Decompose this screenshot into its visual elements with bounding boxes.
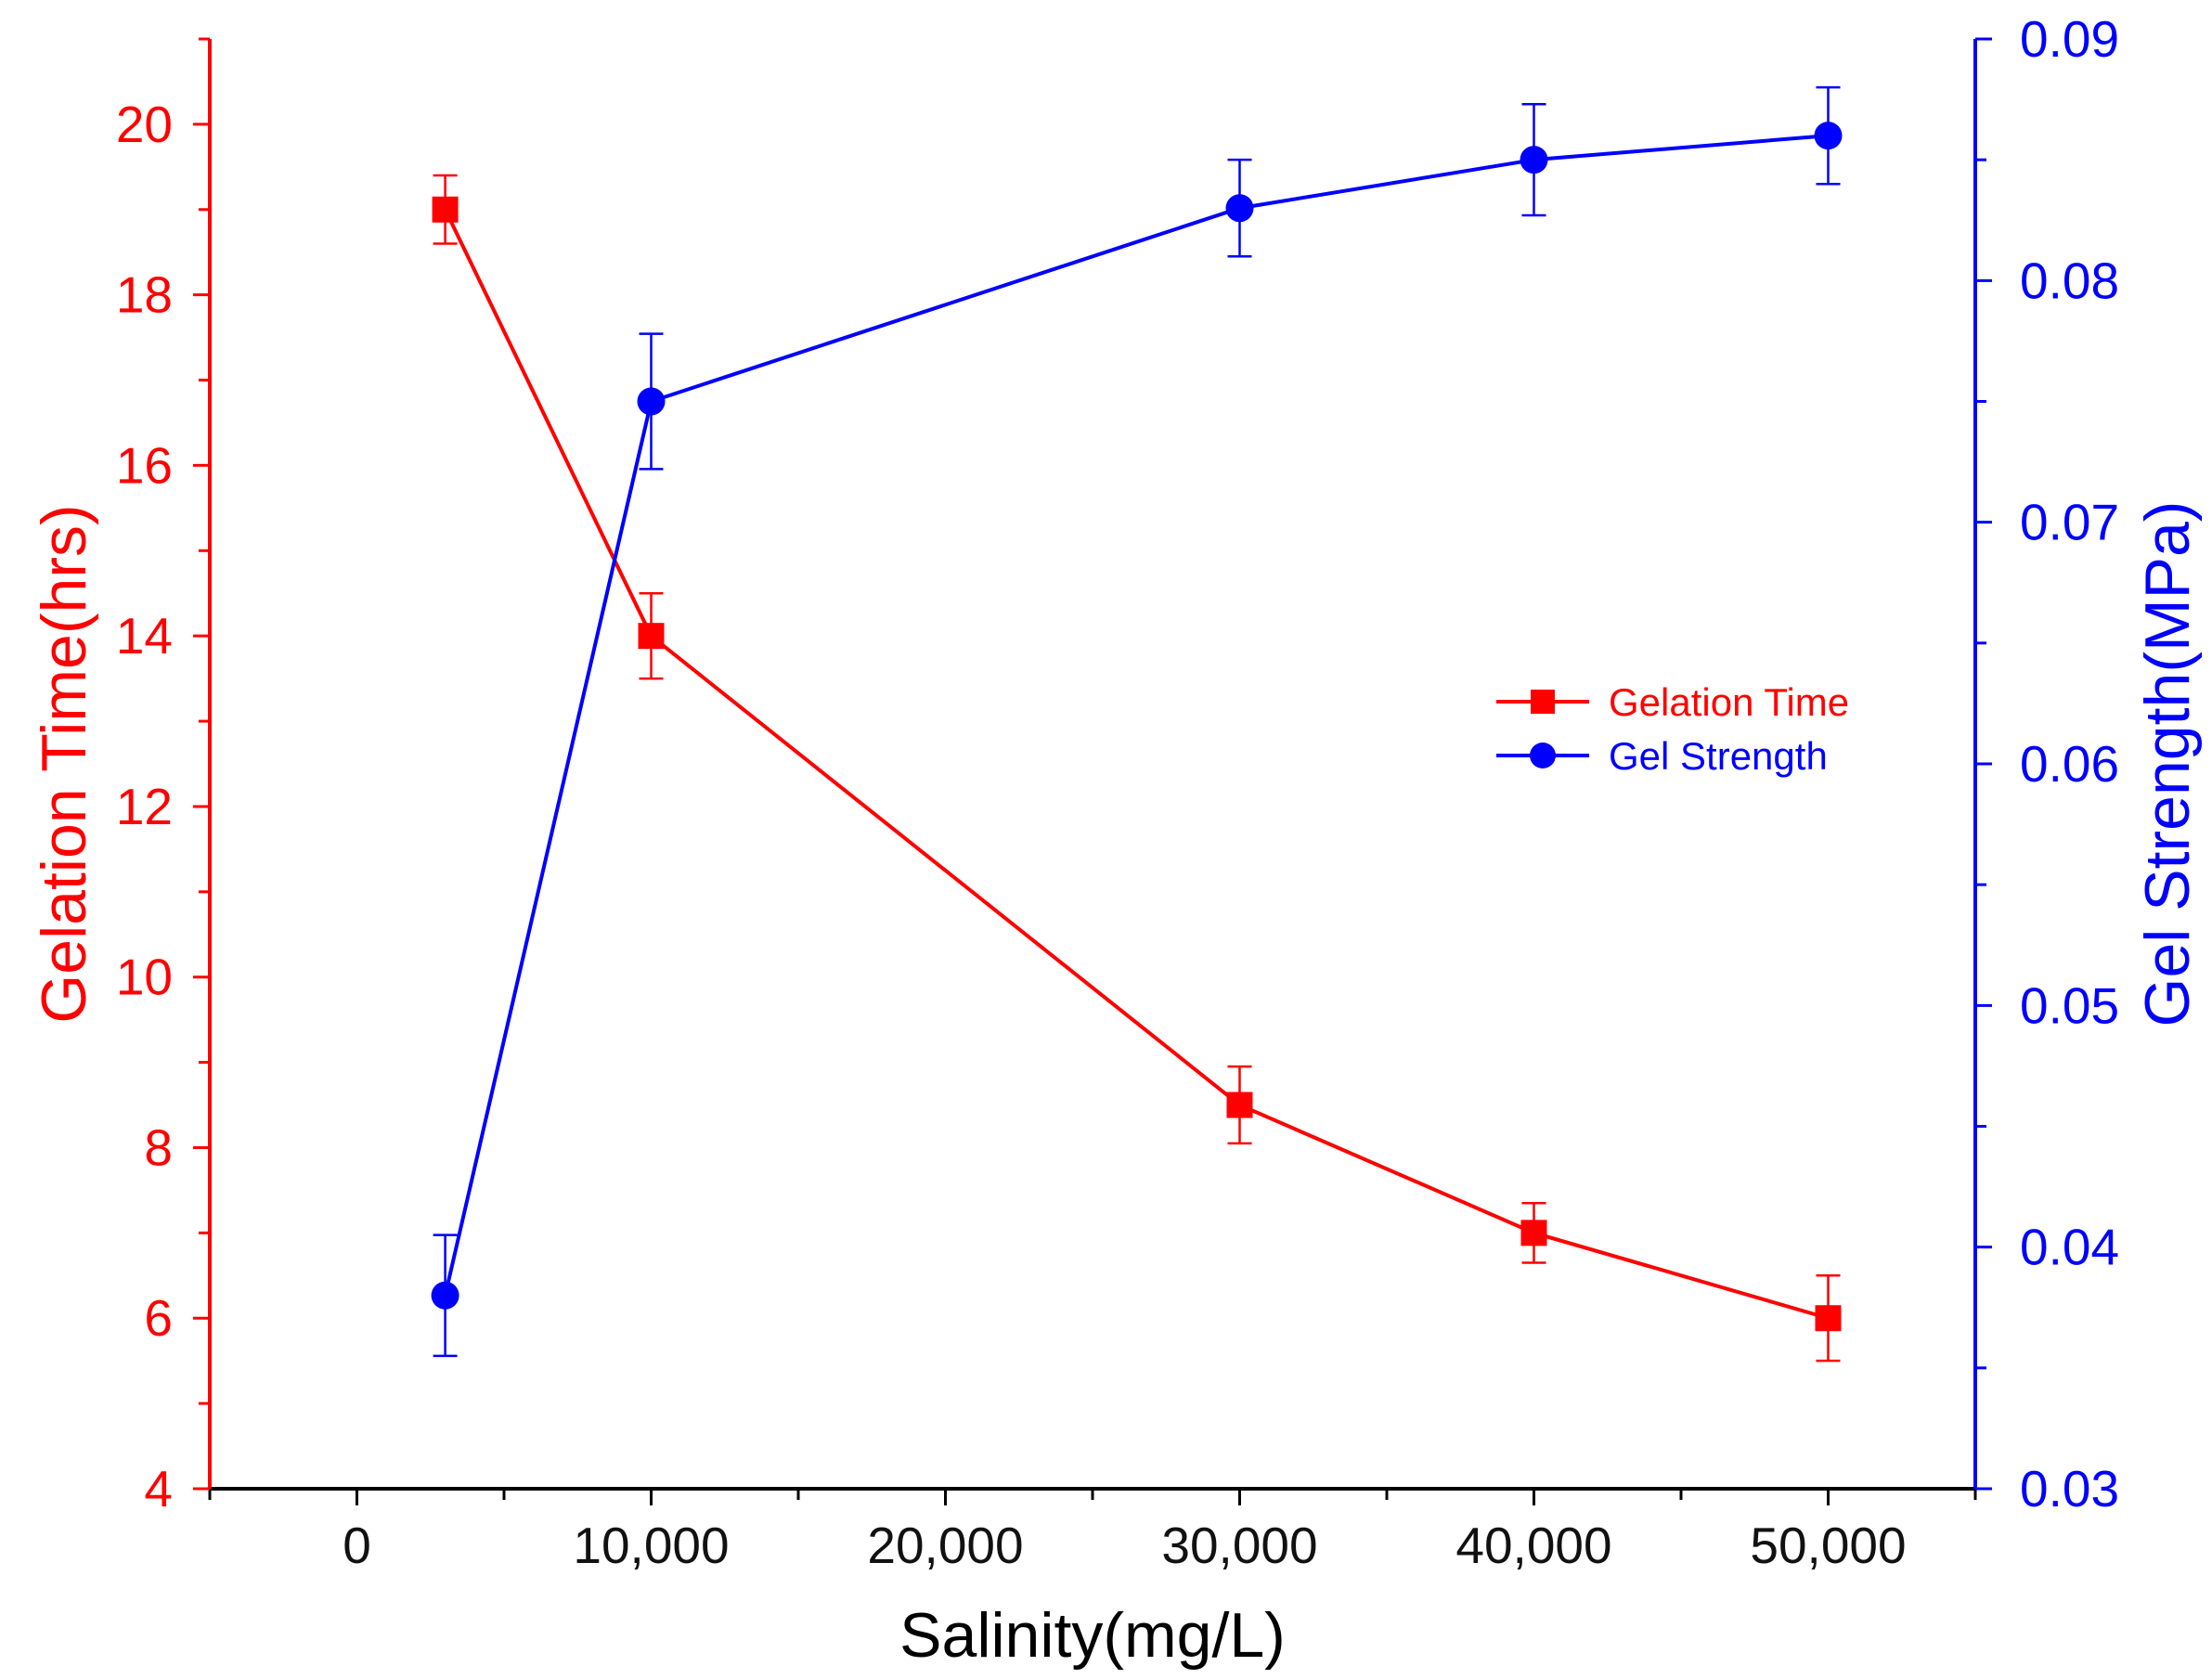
y-right-tick-label: 0.06 — [2020, 735, 2119, 793]
y-left-tick-label: 4 — [144, 1460, 173, 1518]
y-right-tick-label: 0.09 — [2020, 10, 2119, 68]
y-left-tick-label: 14 — [116, 607, 173, 665]
x-axis: 0 10,000 20,000 30,000 40,000 50,000 — [208, 1489, 1977, 1574]
legend: Gelation Time Gel Strength — [1496, 680, 1849, 778]
series-gel-strength — [431, 85, 1843, 1358]
y-axis-right-title: Gel Strength(MPa) — [2132, 501, 2203, 1027]
x-tick-label: 40,000 — [1455, 1517, 1611, 1574]
y-axis-left: 4 6 8 10 12 14 16 18 20 — [116, 37, 210, 1518]
y-left-tick-label: 18 — [116, 266, 173, 324]
data-point-gelation-time — [1226, 1091, 1253, 1118]
legend-marker-gel-strength — [1530, 743, 1556, 768]
data-point-gel-strength — [1225, 194, 1254, 223]
x-tick-label: 0 — [343, 1517, 371, 1574]
x-tick-label: 20,000 — [867, 1517, 1023, 1574]
data-point-gelation-time — [638, 623, 665, 650]
y-left-tick-label: 6 — [144, 1289, 173, 1347]
data-point-gel-strength — [431, 1281, 459, 1310]
x-tick-label: 10,000 — [573, 1517, 729, 1574]
data-point-gel-strength — [637, 387, 666, 416]
x-axis-title: Salinity(mg/L) — [899, 1600, 1286, 1671]
legend-label-gelation-time: Gelation Time — [1609, 680, 1849, 724]
data-point-gel-strength — [1814, 122, 1843, 150]
legend-marker-gelation-time — [1531, 690, 1555, 714]
y-left-tick-label: 12 — [116, 778, 173, 835]
plot-area — [431, 85, 1843, 1363]
y-right-tick-label: 0.07 — [2020, 494, 2119, 551]
y-left-tick-label: 8 — [144, 1118, 173, 1176]
data-point-gel-strength — [1520, 146, 1548, 174]
legend-label-gel-strength: Gel Strength — [1609, 734, 1828, 778]
y-right-tick-label: 0.05 — [2020, 976, 2119, 1034]
y-left-tick-label: 20 — [116, 96, 173, 153]
x-tick-label: 50,000 — [1750, 1517, 1906, 1574]
y-left-tick-label: 16 — [116, 436, 173, 494]
data-point-gelation-time — [1815, 1305, 1842, 1332]
y-right-tick-label: 0.04 — [2020, 1219, 2119, 1276]
y-right-tick-label: 0.08 — [2020, 252, 2119, 309]
x-tick-label: 30,000 — [1161, 1517, 1317, 1574]
series-gelation-time — [432, 174, 1842, 1363]
y-axis-right: 0.03 0.04 0.05 0.06 0.07 0.08 0.09 — [1975, 10, 2119, 1518]
y-left-tick-label: 10 — [116, 949, 173, 1006]
y-axis-left-title: Gelation Time(hrs) — [29, 504, 99, 1023]
y-right-tick-label: 0.03 — [2020, 1460, 2119, 1518]
data-point-gelation-time — [1520, 1220, 1547, 1246]
data-point-gelation-time — [432, 196, 459, 223]
